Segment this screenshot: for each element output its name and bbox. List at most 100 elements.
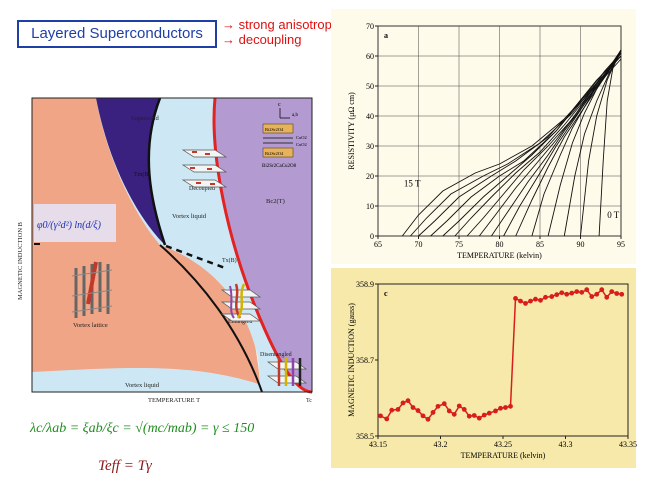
lower-liquid-band [32,367,275,392]
data-point [441,401,447,407]
y-axis-label: MAGNETIC INDUCTION (gauss) [347,303,356,417]
x-tick-label: 75 [455,240,463,249]
data-point [559,290,565,296]
data-point [425,416,431,422]
data-point [564,291,570,297]
inset-compound: Bi2Sr2CaCu2O8 [262,164,297,169]
data-point [574,289,580,294]
panel-label: a [384,31,388,40]
series-line [515,49,622,237]
data-point [614,291,620,296]
supersolid-boundary [147,97,167,246]
bullet-list: → strong anisotropy → decoupling [222,17,338,47]
chart-c-paper [331,268,636,468]
phase-ylabel: MAGNETIC INDUCTION B [17,221,24,300]
label-bc2: Bc2(T) [266,198,285,205]
y-tick-label: 50 [366,82,374,91]
y-tick-label: 70 [366,22,374,31]
data-point [609,289,615,294]
label-tm: Tm(B) [134,171,150,178]
data-point [461,407,467,412]
x-tick-label: 43.2 [434,440,448,449]
series-line [547,49,622,237]
data-point [430,410,436,415]
layer-field-formula-text: φ0/(γ²d²) ln(d/ξ) [37,220,102,231]
data-point [410,405,416,410]
data-point [569,290,575,296]
phase-frame [31,97,313,393]
data-point [384,416,390,422]
data-point [451,411,457,417]
bullet-decoupling: → decoupling [222,32,302,47]
decoupled-layers-illustration [181,149,228,188]
data-point [400,400,406,406]
y-tick-label: 60 [366,52,374,61]
tc-label: Tc [306,398,312,404]
y-tick-label: 20 [366,172,374,181]
data-point [513,296,518,301]
label-vortex-liquid-lower: Vortex liquid [125,382,160,389]
entangled-illustration [220,283,262,322]
series-line [418,55,622,237]
data-point [389,407,395,413]
disentangled-illustration [266,358,308,386]
data-point [604,294,610,300]
y-tick-label: 10 [366,202,374,211]
data-point [549,294,555,299]
tm-line [159,244,263,393]
data-point [435,403,441,409]
data-point [503,405,508,410]
y-tick-label: 358.9 [356,280,374,289]
x-axis-label: TEMPERATURE (kelvin) [461,451,546,460]
label-decoupled: Decoupled [189,186,215,192]
label-entangled: Entangled [228,319,252,325]
supersolid-region [96,98,165,245]
phase-xlabel: TEMPERATURE T [148,397,200,404]
data-point [523,300,528,306]
panel-label: c [384,289,388,298]
x-tick-label: 90 [577,240,585,249]
series-line [454,52,622,237]
resistivity-chart: 65 70 75 80 85 90 95 0 10 20 30 40 50 60 70 TEMPERATURE… [347,22,625,260]
data-point [589,294,595,299]
series-line [563,49,622,237]
data-point [456,403,462,409]
x-tick-label: 65 [374,240,382,249]
label-vortex-lattice: Vortex lattice [73,322,108,329]
y-tick-label: 358.7 [356,356,374,365]
data-point [599,287,605,293]
label-15t: 15 T [404,179,421,189]
series-line [598,49,622,237]
data-point [579,289,585,295]
crystal-inset: c a,b Bi2Sr2O4 CuO2 CuO2 Bi2Sr2O4 Bi2Sr2… [262,102,307,169]
data-point [533,296,538,302]
vortex-lattice-region [32,98,260,392]
data-point [528,298,533,304]
teff-formula: Teff = Tγ [98,458,153,474]
inset-layer-4: Bi2Sr2O4 [265,151,284,156]
data-point [395,407,401,412]
y-axis-label: RESISTIVITY (μΩ cm) [347,92,356,170]
normal-state-region [214,98,312,392]
data-point [378,413,383,419]
data-point [584,287,590,293]
data-point [493,408,498,414]
x-tick-label: 85 [536,240,544,249]
x-tick-label: 43.25 [494,440,512,449]
layer-field-formula: φ0/(γ²d²) ln(d/ξ) [34,204,116,245]
inset-layer-2: CuO2 [296,135,307,140]
data-point [486,410,492,416]
bullet-anisotropy: → strong anisotropy [222,17,339,32]
data-point [476,415,482,421]
chart-a-paper [331,9,636,264]
anisotropy-formula: λc/λab = ξab/ξc = √(mc/mab) = γ ≤ 150 [29,421,254,436]
series-line [466,52,622,237]
data-point [594,291,600,297]
data-point [619,291,625,297]
y-tick-label: 40 [366,112,374,121]
inset-layer-1: Bi2Sr2O4 [265,127,284,132]
data-point [466,413,472,419]
label-tx: Tx(B) [222,257,237,264]
